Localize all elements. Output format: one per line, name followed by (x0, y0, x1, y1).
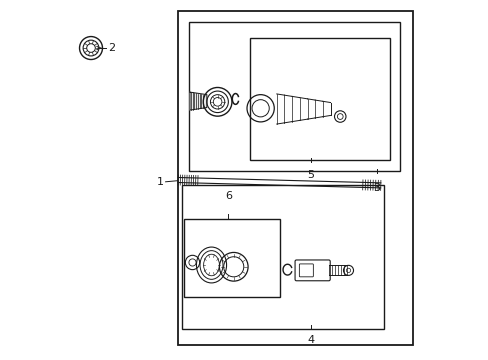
Text: 4: 4 (306, 334, 314, 345)
Bar (249, 39, 389, 160)
Text: 3: 3 (373, 183, 380, 193)
Bar (182, 185, 384, 329)
Bar (188, 22, 400, 171)
Bar (178, 12, 412, 345)
Bar (183, 220, 280, 297)
Text: 2: 2 (108, 43, 115, 53)
Text: 5: 5 (307, 170, 314, 180)
Polygon shape (190, 92, 206, 110)
Text: 6: 6 (224, 191, 231, 201)
Text: 1: 1 (157, 177, 163, 187)
